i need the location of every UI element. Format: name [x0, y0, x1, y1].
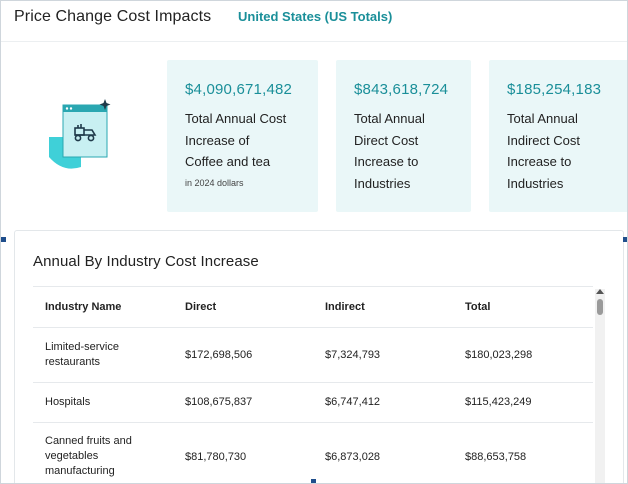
column-header-industry[interactable]: Industry Name — [45, 301, 122, 313]
direct-cost-card: $843,618,724 Total Annual Direct Cost In… — [336, 60, 471, 212]
scroll-up-arrow-icon[interactable] — [596, 289, 604, 294]
total-cell: $180,023,298 — [465, 349, 533, 361]
indirect-cost-amount: $185,254,183 — [507, 81, 602, 98]
industry-cost-table: Industry Name Direct Indirect Total Limi… — [33, 286, 593, 483]
total-cost-amount: $4,090,671,482 — [185, 81, 293, 98]
indirect-cell: $6,873,028 — [325, 451, 381, 463]
indirect-cell: $6,747,412 — [325, 396, 381, 408]
column-header-direct[interactable]: Direct — [185, 301, 217, 313]
total-cell: $115,423,249 — [465, 396, 532, 408]
name-line: Canned fruits and — [45, 435, 132, 447]
dollars-note: in 2024 dollars — [185, 178, 244, 188]
table-scrollbar[interactable] — [595, 289, 605, 483]
name-line: Limited-service — [45, 341, 119, 353]
scrollbar-thumb[interactable] — [597, 299, 603, 315]
total-cell: $88,653,758 — [465, 451, 527, 463]
desc-line: Total Annual Cost — [185, 111, 287, 126]
direct-cell: $108,675,837 — [185, 396, 253, 408]
desc-line: Increase to — [354, 154, 419, 169]
column-header-total[interactable]: Total — [465, 301, 491, 313]
desc-line: Coffee and tea — [185, 154, 271, 169]
desc-line: Increase of — [185, 132, 250, 148]
table-row[interactable]: Hospitals $108,675,837 $6,747,412 $115,4… — [33, 383, 593, 423]
desc-line: Total Annual — [507, 111, 578, 126]
region-label[interactable]: United States (US Totals) — [238, 9, 393, 24]
desc-line: Increase to — [507, 154, 572, 169]
resize-handle-left[interactable] — [1, 237, 6, 242]
industry-cost-panel: Annual By Industry Cost Increase Industr… — [14, 230, 624, 483]
total-cost-description: Total Annual Cost Increase of Coffee and… — [185, 108, 286, 173]
table-row[interactable]: Canned fruits and vegetables manufacturi… — [33, 423, 593, 483]
resize-handle-bottom[interactable] — [311, 479, 316, 483]
panel-title: Annual By Industry Cost Increase — [33, 253, 259, 270]
header: Price Change Cost Impacts United States … — [1, 1, 627, 42]
desc-line: Indirect Cost — [507, 132, 580, 148]
direct-cell: $172,698,506 — [185, 349, 253, 361]
coffee-truck-illustration-icon — [45, 97, 117, 177]
page-title: Price Change Cost Impacts — [14, 8, 212, 25]
name-line: restaurants — [45, 356, 101, 368]
industry-name-cell: Canned fruits and vegetables manufacturi… — [45, 434, 165, 479]
desc-line: Direct Cost — [354, 132, 419, 148]
industry-name-cell: Hospitals — [45, 395, 165, 410]
name-line: vegetables — [45, 450, 99, 462]
desc-line: Industries — [354, 175, 411, 191]
direct-cost-amount: $843,618,724 — [354, 81, 449, 98]
name-line: Hospitals — [45, 396, 91, 408]
direct-cell: $81,780,730 — [185, 451, 247, 463]
table-header: Industry Name Direct Indirect Total — [33, 286, 593, 328]
indirect-cost-card: $185,254,183 Total Annual Indirect Cost … — [489, 60, 627, 212]
resize-handle-right[interactable] — [623, 237, 627, 242]
name-line: manufacturing — [45, 465, 115, 477]
direct-cost-description: Total Annual Direct Cost Increase to Ind… — [354, 108, 425, 194]
desc-line: Total Annual — [354, 111, 425, 126]
table-row[interactable]: Limited-service restaurants $172,698,506… — [33, 328, 593, 383]
indirect-cell: $7,324,793 — [325, 349, 381, 361]
total-cost-card: $4,090,671,482 Total Annual Cost Increas… — [167, 60, 318, 212]
desc-line: Industries — [507, 175, 564, 191]
industry-name-cell: Limited-service restaurants — [45, 340, 165, 370]
column-header-indirect[interactable]: Indirect — [325, 301, 365, 313]
indirect-cost-description: Total Annual Indirect Cost Increase to I… — [507, 108, 580, 194]
